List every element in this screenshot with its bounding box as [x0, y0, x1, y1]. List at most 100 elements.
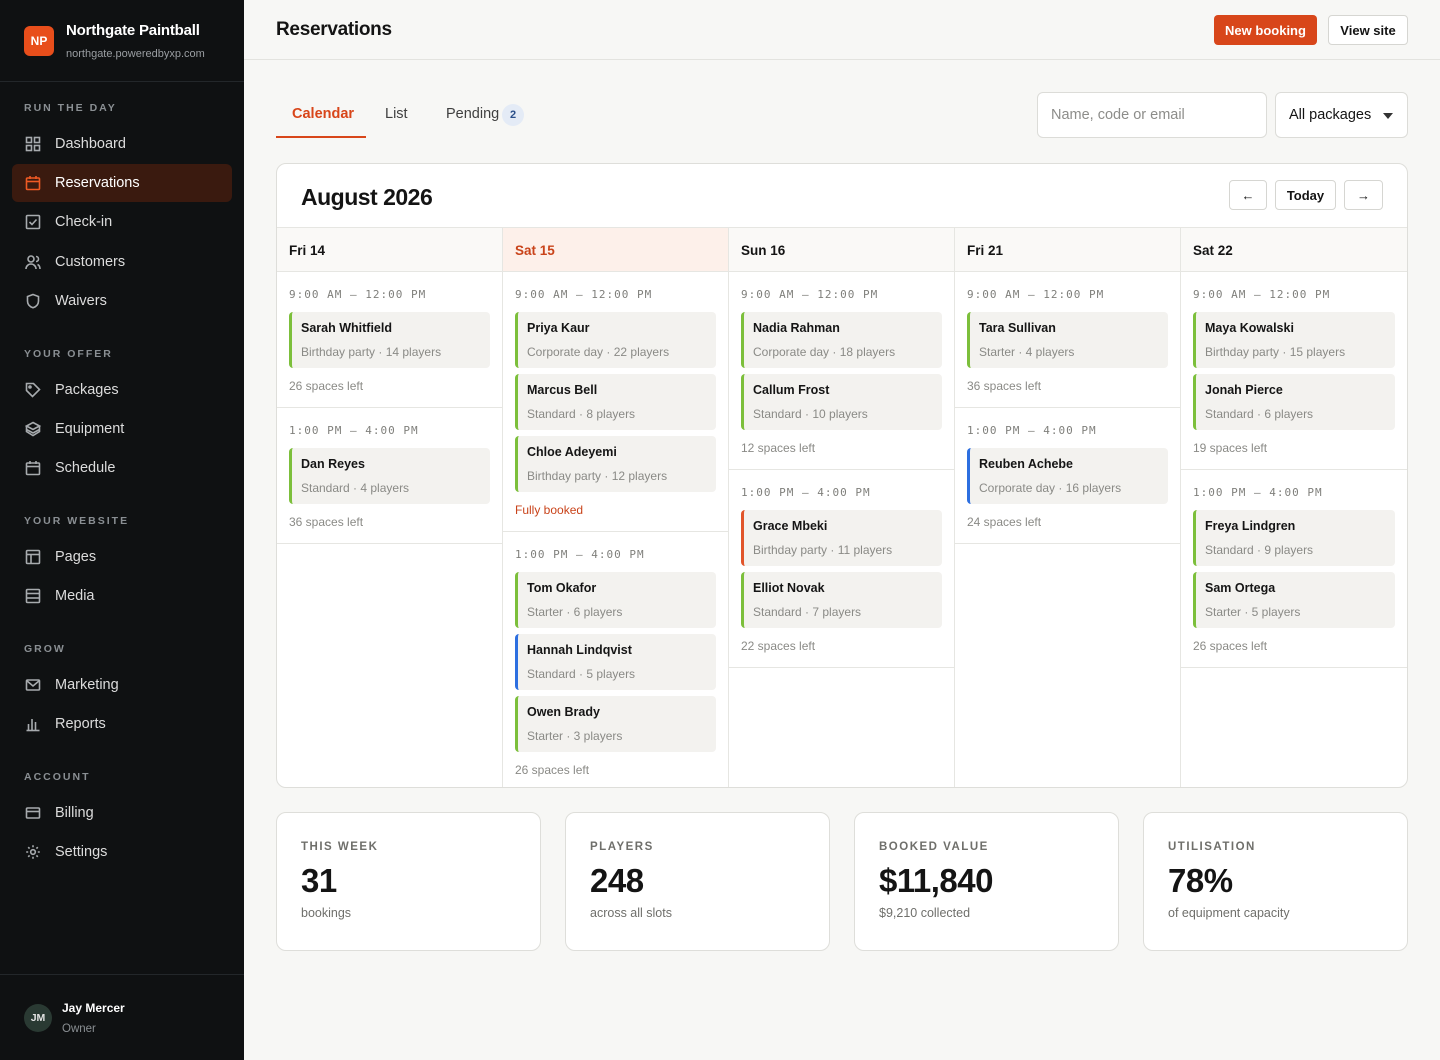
- sidebar-item-packages[interactable]: Packages: [12, 371, 232, 409]
- next-week-button[interactable]: →: [1344, 180, 1383, 210]
- sidebar-item-equipment[interactable]: Equipment: [12, 410, 232, 448]
- user-menu[interactable]: JM Jay Mercer Owner: [0, 974, 244, 1060]
- checkbox-icon: [24, 213, 42, 231]
- booking-meta: Starter · 6 players: [527, 605, 623, 619]
- booking-card[interactable]: Nadia Rahman Corporate day · 18 players: [741, 312, 942, 368]
- tab-list[interactable]: List: [385, 106, 408, 122]
- nav-section-your-website: YOUR WEBSITE: [24, 515, 130, 527]
- view-site-button[interactable]: View site: [1328, 15, 1408, 45]
- booking-name: Priya Kaur: [527, 321, 590, 335]
- slot-time: 9:00 AM – 12:00 PM: [515, 288, 653, 301]
- search-input[interactable]: [1037, 92, 1267, 138]
- booking-card[interactable]: Hannah Lindqvist Standard · 5 players: [515, 634, 716, 690]
- sidebar-item-label: Waivers: [55, 293, 107, 309]
- booking-name: Owen Brady: [527, 705, 600, 719]
- stat-value: 248: [590, 862, 644, 899]
- booking-card[interactable]: Maya Kowalski Birthday party · 15 players: [1193, 312, 1395, 368]
- booking-card[interactable]: Marcus Bell Standard · 8 players: [515, 374, 716, 430]
- booking-card[interactable]: Priya Kaur Corporate day · 22 players: [515, 312, 716, 368]
- booking-card[interactable]: Callum Frost Standard · 10 players: [741, 374, 942, 430]
- booking-meta: Standard · 7 players: [753, 605, 862, 619]
- stat-card-booked-value: BOOKED VALUE $11,840 $9,210 collected: [854, 812, 1119, 951]
- booking-card[interactable]: Sam Ortega Starter · 5 players: [1193, 572, 1395, 628]
- nav-section-run-the-day: RUN THE DAY: [24, 102, 117, 114]
- booking-meta: Birthday party · 15 players: [1205, 345, 1346, 359]
- brand[interactable]: NP Northgate Paintball northgate.powered…: [0, 0, 244, 82]
- avatar: JM: [24, 1003, 52, 1032]
- time-slot: 9:00 AM – 12:00 PM Nadia Rahman Corporate …: [729, 272, 954, 470]
- sidebar-item-label: Reports: [55, 716, 106, 732]
- booking-card[interactable]: Dan Reyes Standard · 4 players: [289, 448, 490, 504]
- stat-sub: across all slots: [590, 906, 672, 920]
- sidebar-item-media[interactable]: Media: [12, 577, 232, 615]
- tab-pending[interactable]: Pending: [446, 106, 500, 122]
- spaces-left-label: 12 spaces left: [741, 441, 816, 455]
- booking-name: Grace Mbeki: [753, 519, 828, 533]
- sidebar-item-reservations[interactable]: Reservations: [12, 164, 232, 202]
- active-tab-indicator: [276, 136, 366, 138]
- sidebar-item-marketing[interactable]: Marketing: [12, 666, 232, 704]
- time-slot: 9:00 AM – 12:00 PM Maya Kowalski Birthday …: [1181, 272, 1407, 470]
- layout-icon: [24, 548, 42, 566]
- day-column: Sun 16 9:00 AM – 12:00 PM Nadia Rahman Corp…: [729, 227, 955, 787]
- users-icon: [24, 253, 42, 271]
- booking-card[interactable]: Freya Lindgren Standard · 9 players: [1193, 510, 1395, 566]
- chevron-down-icon: [1383, 113, 1393, 119]
- booking-name: Marcus Bell: [527, 383, 598, 397]
- booking-name: Nadia Rahman: [753, 321, 840, 335]
- booking-card[interactable]: Grace Mbeki Birthday party · 11 players: [741, 510, 942, 566]
- day-column: Fri 14 9:00 AM – 12:00 PM Sarah Whitfield B…: [277, 227, 503, 787]
- booking-meta: Corporate day · 22 players: [527, 345, 670, 359]
- booking-meta: Standard · 4 players: [301, 481, 410, 495]
- package-filter-select[interactable]: All packages: [1275, 92, 1408, 138]
- stat-label: PLAYERS: [590, 841, 654, 853]
- spaces-left-label: 24 spaces left: [967, 515, 1042, 529]
- day-header[interactable]: Fri 14: [277, 227, 502, 272]
- sidebar-item-waivers[interactable]: Waivers: [12, 282, 232, 320]
- sidebar-item-billing[interactable]: Billing: [12, 794, 232, 832]
- tab-calendar[interactable]: Calendar: [292, 106, 355, 122]
- new-booking-button[interactable]: New booking: [1214, 15, 1317, 45]
- brand-url: northgate.poweredbyxp.com: [66, 47, 205, 60]
- pending-count-badge: 2: [502, 104, 524, 126]
- sidebar-item-dashboard[interactable]: Dashboard: [12, 125, 232, 163]
- booking-card[interactable]: Reuben Achebe Corporate day · 16 players: [967, 448, 1168, 504]
- stat-value: $11,840: [879, 862, 993, 899]
- sidebar-item-label: Check-in: [55, 214, 113, 230]
- sidebar-item-label: Settings: [55, 844, 108, 860]
- booking-meta: Starter · 4 players: [979, 345, 1075, 359]
- sidebar-item-settings[interactable]: Settings: [12, 833, 232, 871]
- sidebar-item-pages[interactable]: Pages: [12, 538, 232, 576]
- stat-label: THIS WEEK: [301, 841, 379, 853]
- top-bar: Reservations New booking View site: [244, 0, 1440, 60]
- sidebar-item-reports[interactable]: Reports: [12, 705, 232, 743]
- day-header[interactable]: Sat 15: [503, 227, 728, 272]
- arrow-right-icon: →: [1357, 187, 1370, 203]
- package-filter-value: All packages: [1289, 107, 1372, 123]
- booking-card[interactable]: Tom Okafor Starter · 6 players: [515, 572, 716, 628]
- booking-card[interactable]: Jonah Pierce Standard · 6 players: [1193, 374, 1395, 430]
- booking-card[interactable]: Tara Sullivan Starter · 4 players: [967, 312, 1168, 368]
- prev-week-button[interactable]: ←: [1229, 180, 1267, 210]
- sidebar-item-schedule[interactable]: Schedule: [12, 449, 232, 487]
- bar-chart-icon: [24, 715, 42, 733]
- booking-meta: Birthday party · 12 players: [527, 469, 668, 483]
- day-header[interactable]: Sat 22: [1181, 227, 1407, 272]
- sidebar-item-label: Billing: [55, 805, 94, 821]
- stat-sub: of equipment capacity: [1168, 906, 1290, 920]
- booking-meta: Standard · 9 players: [1205, 543, 1314, 557]
- booking-card[interactable]: Elliot Novak Standard · 7 players: [741, 572, 942, 628]
- spaces-left-label: 22 spaces left: [741, 639, 816, 653]
- booking-card[interactable]: Sarah Whitfield Birthday party · 14 playe…: [289, 312, 490, 368]
- spaces-left-label: 36 spaces left: [967, 379, 1042, 393]
- sidebar-item-check-in[interactable]: Check-in: [12, 203, 232, 241]
- booking-card[interactable]: Owen Brady Starter · 3 players: [515, 696, 716, 752]
- booking-card[interactable]: Chloe Adeyemi Birthday party · 12 players: [515, 436, 716, 492]
- day-header[interactable]: Fri 21: [955, 227, 1180, 272]
- day-header[interactable]: Sun 16: [729, 227, 954, 272]
- sidebar-item-customers[interactable]: Customers: [12, 243, 232, 281]
- booking-meta: Standard · 6 players: [1205, 407, 1314, 421]
- booking-name: Sarah Whitfield: [301, 321, 392, 335]
- slot-time: 9:00 AM – 12:00 PM: [1193, 288, 1331, 301]
- today-button[interactable]: Today: [1275, 180, 1336, 210]
